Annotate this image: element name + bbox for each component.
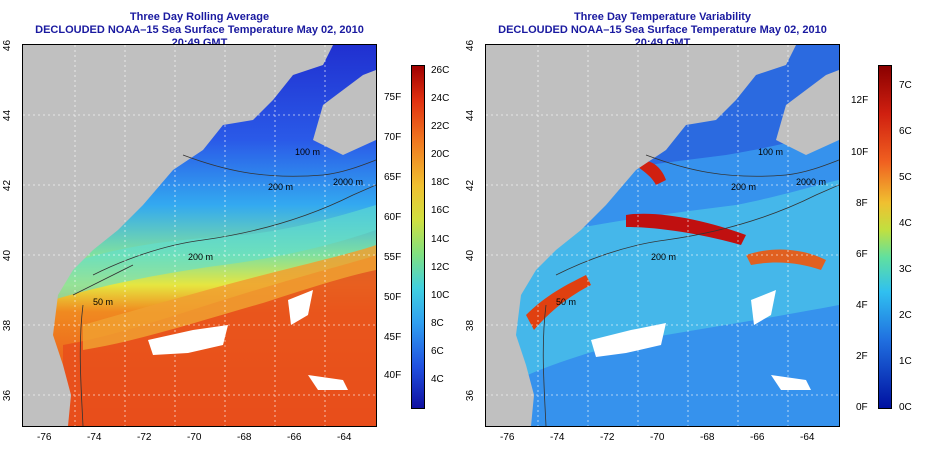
right-cloud-3 <box>771 375 811 390</box>
left-cloud-1 <box>148 325 228 355</box>
right-cbar-f-10: 10F <box>851 147 869 158</box>
right-lat-38: 38 <box>465 319 477 332</box>
left-lon--76: -76 <box>37 432 52 443</box>
left-cbar-c-22: 22C <box>431 121 450 132</box>
left-cbar-f-75: 75F <box>384 92 402 103</box>
right-land <box>486 45 796 426</box>
left-lon--68: -68 <box>237 432 252 443</box>
right-cbar-f-8: 8F <box>856 198 868 209</box>
right-contour-label-2: 200 m <box>731 182 756 192</box>
left-cbar-c-6: 6C <box>431 346 444 357</box>
left-title-line1: Three Day Rolling Average <box>129 11 270 23</box>
right-cbar-c-0: 0C <box>899 402 912 413</box>
left-cbar-f-45: 45F <box>384 332 402 343</box>
left-cbar-c-12: 12C <box>431 262 450 273</box>
right-contour-label-5: 200 m <box>651 252 676 262</box>
left-cbar-c-20: 20C <box>431 149 450 160</box>
left-cbar-c-10: 10C <box>431 290 450 301</box>
right-cbar-f-12: 12F <box>851 95 869 106</box>
left-cbar-c-26: 26C <box>431 65 450 76</box>
left-cloud-3 <box>308 375 348 390</box>
right-cbar-c-7: 7C <box>899 80 912 91</box>
right-lon--66: -66 <box>750 432 765 443</box>
right-cbar-f-2: 2F <box>856 351 868 362</box>
left-contour-label-1: 100 m <box>295 147 320 157</box>
left-lat-36: 36 <box>2 389 14 402</box>
left-cbar-f-40: 40F <box>384 370 402 381</box>
right-cloud-2 <box>751 290 776 325</box>
left-contour-label-5: 200 m <box>188 252 213 262</box>
left-cbar-c-4: 4C <box>431 374 444 385</box>
right-cloud-1 <box>591 323 666 357</box>
right-title-line1: Three Day Temperature Variability <box>573 11 752 23</box>
right-cbar-f-6: 6F <box>856 249 868 260</box>
left-lat-40: 40 <box>2 249 14 262</box>
left-lat-46: 46 <box>2 39 14 52</box>
right-lon--70: -70 <box>650 432 665 443</box>
right-contour-label-3: 2000 m <box>796 177 826 187</box>
left-lat-44: 44 <box>2 109 14 122</box>
right-contour-label-4: 50 m <box>556 297 576 307</box>
left-lon--64: -64 <box>337 432 352 443</box>
left-lon--74: -74 <box>87 432 102 443</box>
left-land <box>23 45 333 426</box>
right-lat-36: 36 <box>465 389 477 402</box>
left-cloud-2 <box>288 290 313 325</box>
right-lon--74: -74 <box>550 432 565 443</box>
left-lat-38: 38 <box>2 319 14 332</box>
right-cbar-c-1: 1C <box>899 356 912 367</box>
left-cbar-f-60: 60F <box>384 212 402 223</box>
left-contour-label-3: 2000 m <box>333 177 363 187</box>
right-lon--64: -64 <box>800 432 815 443</box>
left-cbar-c-14: 14C <box>431 234 450 245</box>
right-lon--76: -76 <box>500 432 515 443</box>
right-colorbar <box>878 65 892 409</box>
right-cbar-c-2: 2C <box>899 310 912 321</box>
left-cbar-c-24: 24C <box>431 93 450 104</box>
left-cbar-f-50: 50F <box>384 292 402 303</box>
right-variability-map: 100 m 200 m 2000 m 50 m 200 m <box>485 44 840 427</box>
right-cbar-f-4: 4F <box>856 300 868 311</box>
right-cbar-f-0: 0F <box>856 402 868 413</box>
right-cbar-c-4: 4C <box>899 218 912 229</box>
right-lon--72: -72 <box>600 432 615 443</box>
left-lon--66: -66 <box>287 432 302 443</box>
left-contour-label-4: 50 m <box>93 297 113 307</box>
right-cbar-c-6: 6C <box>899 126 912 137</box>
left-lon--72: -72 <box>137 432 152 443</box>
right-lat-46: 46 <box>465 39 477 52</box>
right-lon--68: -68 <box>700 432 715 443</box>
left-lat-42: 42 <box>2 179 14 192</box>
left-lon--70: -70 <box>187 432 202 443</box>
right-lat-42: 42 <box>465 179 477 192</box>
right-cbar-c-3: 3C <box>899 264 912 275</box>
left-contour-label-2: 200 m <box>268 182 293 192</box>
left-cbar-c-8: 8C <box>431 318 444 329</box>
left-cbar-f-65: 65F <box>384 172 402 183</box>
left-cbar-f-55: 55F <box>384 252 402 263</box>
left-colorbar <box>411 65 425 409</box>
left-cbar-f-70: 70F <box>384 132 402 143</box>
right-lat-40: 40 <box>465 249 477 262</box>
right-cbar-c-5: 5C <box>899 172 912 183</box>
right-lat-44: 44 <box>465 109 477 122</box>
right-contour-label-1: 100 m <box>758 147 783 157</box>
left-cbar-c-18: 18C <box>431 177 450 188</box>
left-sst-map: 100 m 200 m 2000 m 50 m 200 m <box>22 44 377 427</box>
left-cbar-c-16: 16C <box>431 205 450 216</box>
